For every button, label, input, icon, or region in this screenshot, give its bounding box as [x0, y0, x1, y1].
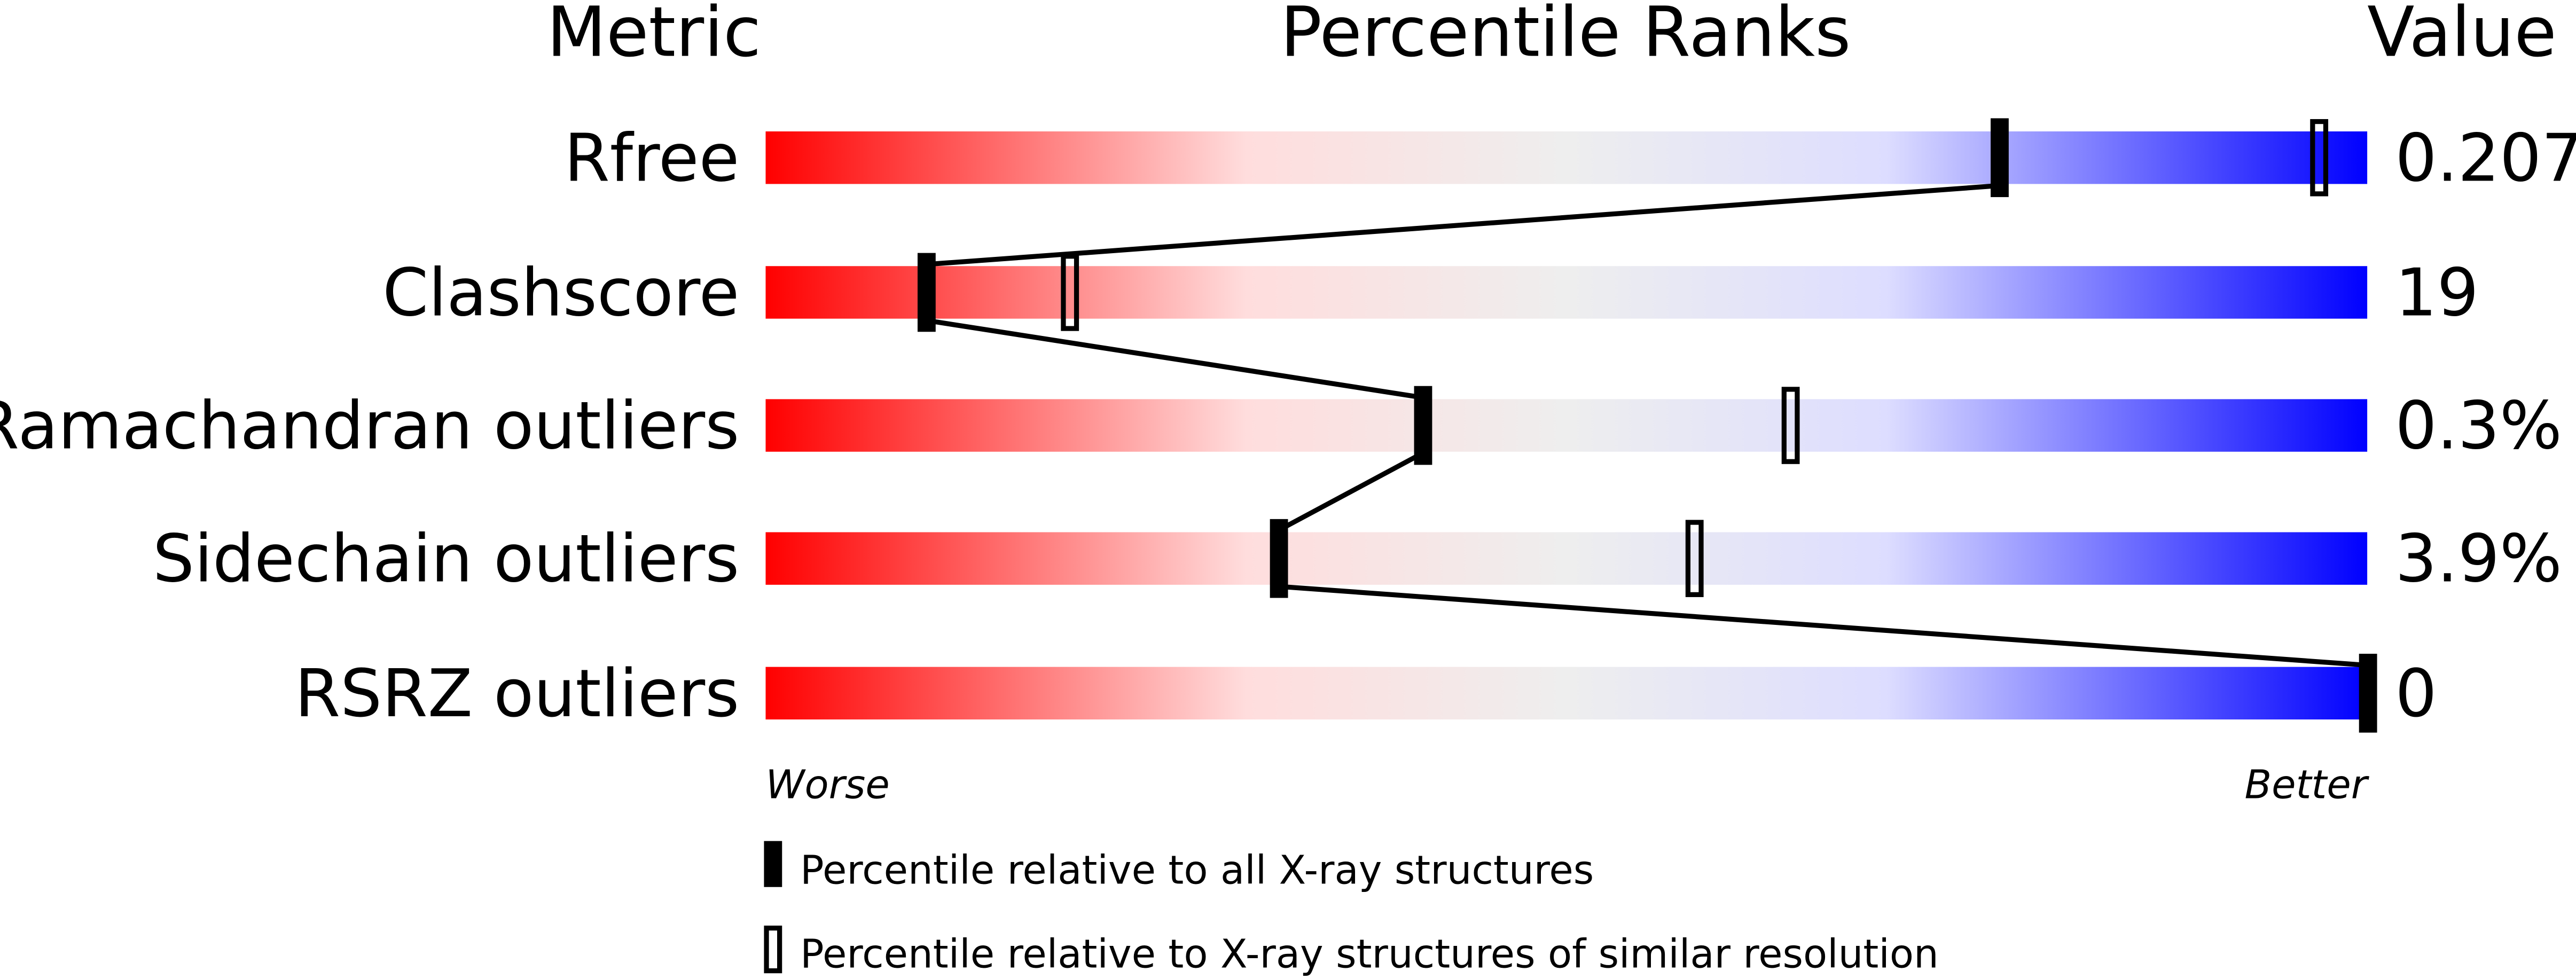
marker-similar	[1061, 254, 1079, 331]
percentile-bar	[765, 667, 2368, 720]
metric-label: Ramachandran outliers	[0, 388, 739, 465]
header-value: Value	[2367, 0, 2557, 73]
metric-value: 3.9%	[2395, 521, 2562, 598]
percentile-bar	[765, 399, 2368, 452]
marker-all	[1270, 519, 1288, 598]
percentile-bar	[765, 532, 2368, 585]
metric-value: 0	[2395, 656, 2437, 732]
marker-all	[2359, 654, 2377, 733]
marker-all	[1991, 118, 2009, 198]
metric-value: 0.207	[2395, 120, 2576, 197]
legend-label-similar: Percentile relative to X-ray structures …	[800, 931, 1939, 977]
percentile-bar	[765, 131, 2368, 184]
marker-similar	[1781, 387, 1800, 464]
legend-filled-marker-icon	[764, 841, 782, 887]
metric-label: Clashscore	[382, 255, 739, 331]
axis-label-worse: Worse	[765, 762, 889, 808]
marker-similar	[2310, 119, 2329, 197]
marker-all	[1414, 386, 1432, 465]
metric-label: Rfree	[564, 120, 739, 197]
legend-open-marker-icon	[764, 926, 782, 974]
header-percentile-ranks: Percentile Ranks	[1280, 0, 1851, 73]
metric-value: 0.3%	[2395, 388, 2562, 465]
metric-label: RSRZ outliers	[295, 656, 740, 732]
connector-line	[925, 318, 1423, 400]
header-metric: Metric	[547, 0, 762, 73]
legend-label-all: Percentile relative to all X-ray structu…	[800, 848, 1594, 894]
marker-similar	[1685, 520, 1704, 597]
metric-value: 19	[2395, 255, 2479, 331]
connector-line	[926, 183, 1999, 267]
connector-line	[1277, 451, 1424, 533]
axis-label-better: Better	[2244, 762, 2369, 808]
marker-all	[917, 253, 936, 332]
metric-label: Sidechain outliers	[153, 521, 739, 598]
connector-line	[1278, 584, 2368, 668]
percentile-bar	[765, 266, 2368, 319]
